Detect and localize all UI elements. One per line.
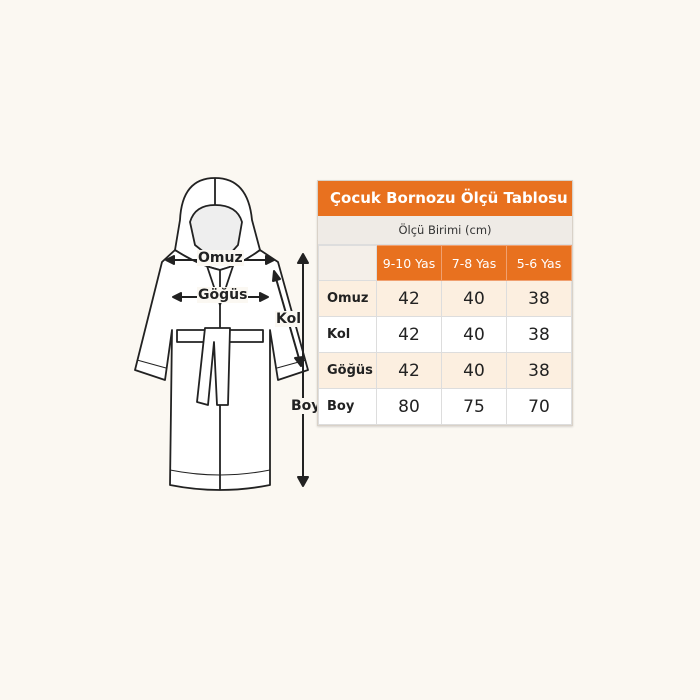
cell: 42 [376, 316, 442, 353]
unit-label: Ölçü Birimi (cm) [318, 216, 572, 245]
size-table: 9-10 Yas 7-8 Yas 5-6 Yas Omuz 42 40 38 K… [318, 245, 572, 425]
size-chart: Çocuk Bornozu Ölçü Tablosu Ölçü Birimi (… [317, 180, 573, 426]
cell: 38 [506, 280, 572, 317]
cell: 80 [376, 388, 442, 425]
row-label: Omuz [318, 280, 377, 317]
cell: 38 [506, 316, 572, 353]
column-header: 9-10 Yas [376, 245, 442, 281]
cell: 70 [506, 388, 572, 425]
table-row: Kol 42 40 38 [318, 316, 572, 353]
bathrobe-illustration [134, 177, 309, 491]
cell: 40 [441, 352, 507, 389]
label-sleeve: Kol [275, 311, 303, 327]
corner-cell [318, 245, 377, 281]
label-chest: Göğüs [197, 287, 249, 303]
label-shoulder: Omuz [197, 250, 244, 266]
cell: 38 [506, 352, 572, 389]
label-length: Boy [290, 398, 322, 414]
chart-title: Çocuk Bornozu Ölçü Tablosu [318, 181, 572, 216]
cell: 75 [441, 388, 507, 425]
row-label: Göğüs [318, 352, 377, 389]
table-row: Göğüs 42 40 38 [318, 352, 572, 389]
column-header: 5-6 Yas [506, 245, 572, 281]
row-label: Kol [318, 316, 377, 353]
cell: 40 [441, 316, 507, 353]
table-row: Omuz 42 40 38 [318, 280, 572, 317]
table-row: Boy 80 75 70 [318, 388, 572, 425]
cell: 40 [441, 280, 507, 317]
header-row: 9-10 Yas 7-8 Yas 5-6 Yas [318, 245, 572, 281]
cell: 42 [376, 352, 442, 389]
row-label: Boy [318, 388, 377, 425]
column-header: 7-8 Yas [441, 245, 507, 281]
cell: 42 [376, 280, 442, 317]
